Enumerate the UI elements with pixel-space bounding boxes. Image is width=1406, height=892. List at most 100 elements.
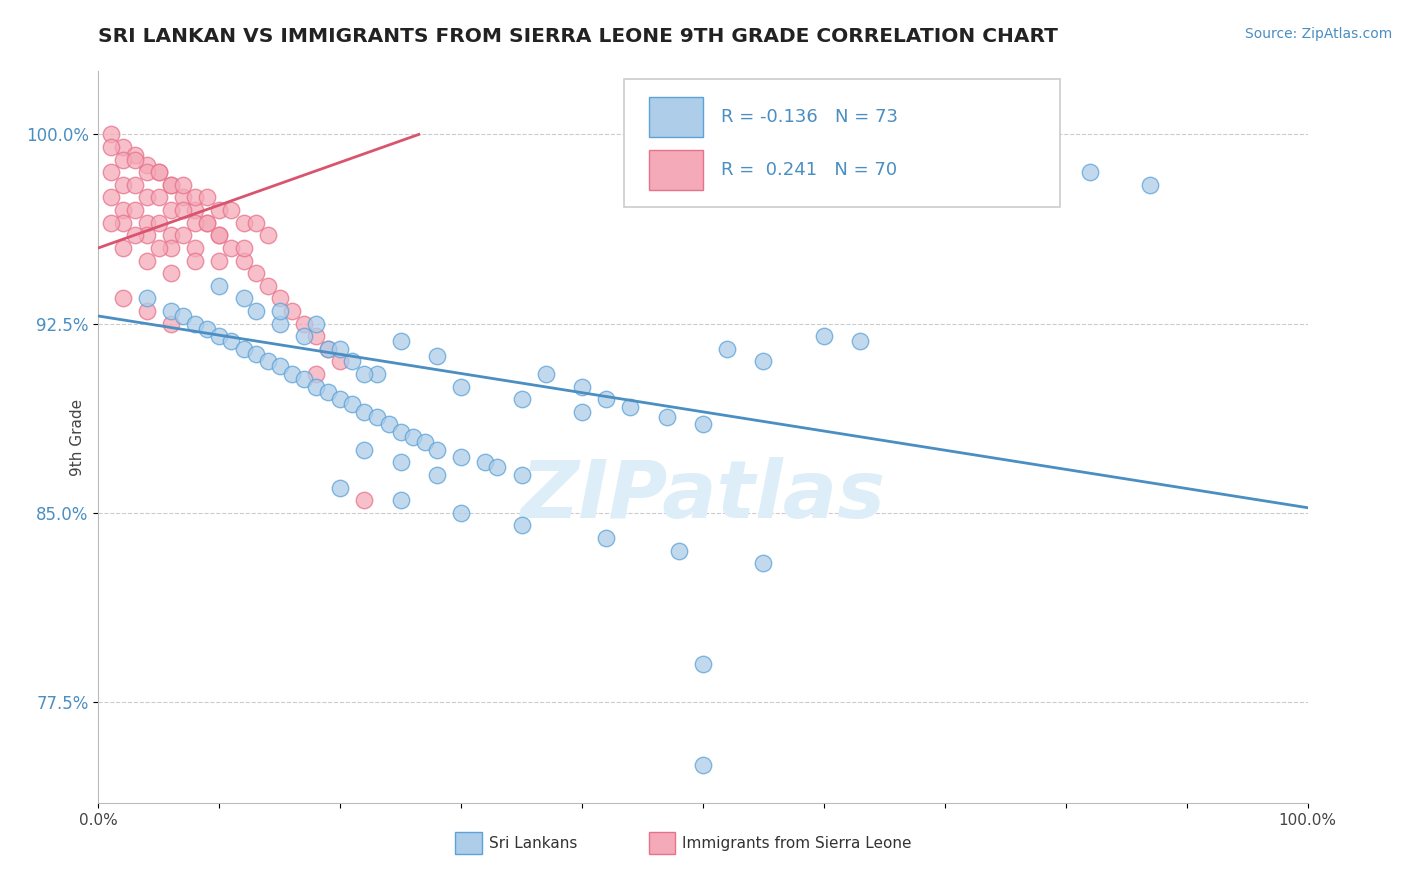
Point [172, 190, 194, 204]
Point [342, 397, 364, 411]
Point [668, 543, 690, 558]
Point [172, 228, 194, 243]
Point [486, 460, 509, 475]
Point [111, 140, 134, 154]
Point [377, 417, 399, 432]
Point [389, 493, 412, 508]
Point [100, 165, 122, 179]
Point [256, 354, 278, 368]
Point [160, 203, 183, 218]
Point [124, 178, 146, 192]
Point [124, 203, 146, 218]
Point [510, 392, 533, 407]
Text: Immigrants from Sierra Leone: Immigrants from Sierra Leone [682, 836, 912, 851]
Point [366, 409, 388, 424]
Point [111, 153, 134, 167]
Text: Sri Lankans: Sri Lankans [489, 836, 578, 851]
Point [148, 216, 170, 230]
Point [232, 291, 254, 305]
Y-axis label: 9th Grade: 9th Grade [69, 399, 84, 475]
Point [426, 350, 449, 364]
FancyBboxPatch shape [624, 78, 1060, 207]
Point [100, 128, 122, 142]
Point [292, 317, 315, 331]
Point [1078, 165, 1101, 179]
Point [402, 430, 425, 444]
Bar [648, 832, 675, 854]
Point [281, 367, 304, 381]
Point [232, 253, 254, 268]
Point [160, 228, 183, 243]
Point [692, 657, 714, 671]
Point [124, 147, 146, 161]
Point [135, 190, 157, 204]
Point [934, 128, 956, 142]
Point [208, 253, 231, 268]
Point [329, 342, 352, 356]
Point [232, 342, 254, 356]
Point [111, 203, 134, 218]
Point [172, 309, 194, 323]
Point [111, 241, 134, 255]
Point [135, 253, 157, 268]
Bar [648, 150, 703, 190]
Point [160, 304, 183, 318]
Bar [648, 97, 703, 137]
Point [135, 291, 157, 305]
Point [450, 450, 472, 465]
Point [135, 228, 157, 243]
Point [305, 379, 328, 393]
Bar [456, 832, 482, 854]
Point [245, 266, 267, 280]
Point [353, 442, 375, 457]
Point [413, 435, 436, 450]
Point [148, 165, 170, 179]
Point [160, 241, 183, 255]
Point [245, 216, 267, 230]
Point [221, 203, 243, 218]
Point [474, 455, 496, 469]
Point [353, 493, 375, 508]
Point [752, 556, 775, 570]
Point [752, 354, 775, 368]
Point [329, 392, 352, 407]
Point [160, 317, 183, 331]
Text: Source: ZipAtlas.com: Source: ZipAtlas.com [1244, 27, 1392, 41]
Point [135, 216, 157, 230]
Point [184, 190, 207, 204]
Point [256, 278, 278, 293]
Point [510, 518, 533, 533]
Point [232, 241, 254, 255]
Point [692, 417, 714, 432]
Point [353, 367, 375, 381]
Point [305, 329, 328, 343]
Point [245, 304, 267, 318]
Point [208, 203, 231, 218]
Point [305, 317, 328, 331]
Point [195, 216, 218, 230]
Point [208, 329, 231, 343]
Point [292, 372, 315, 386]
Point [160, 178, 183, 192]
Point [1139, 178, 1161, 192]
Point [135, 165, 157, 179]
Point [135, 304, 157, 318]
Point [571, 405, 593, 419]
Point [389, 455, 412, 469]
Point [316, 342, 339, 356]
Point [111, 291, 134, 305]
Point [221, 241, 243, 255]
Point [256, 228, 278, 243]
Point [510, 467, 533, 482]
Point [195, 216, 218, 230]
Point [148, 190, 170, 204]
Point [281, 304, 304, 318]
Point [450, 506, 472, 520]
Point [269, 359, 291, 374]
Point [353, 405, 375, 419]
Text: R = -0.136   N = 73: R = -0.136 N = 73 [721, 109, 898, 127]
Point [595, 392, 617, 407]
Point [292, 329, 315, 343]
Point [124, 228, 146, 243]
Point [305, 367, 328, 381]
